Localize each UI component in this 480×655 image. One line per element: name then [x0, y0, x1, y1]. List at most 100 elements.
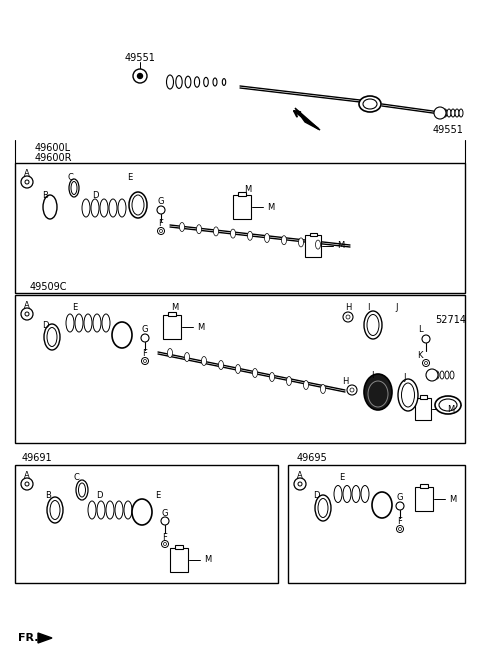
Ellipse shape: [398, 379, 418, 411]
Ellipse shape: [252, 369, 257, 377]
Bar: [420, 484, 428, 488]
Bar: [420, 395, 427, 399]
Circle shape: [298, 482, 302, 486]
Ellipse shape: [459, 109, 463, 117]
Ellipse shape: [213, 78, 217, 86]
Ellipse shape: [196, 225, 202, 234]
Text: E: E: [72, 303, 78, 312]
Ellipse shape: [118, 199, 126, 217]
Text: G: G: [397, 493, 403, 502]
Ellipse shape: [443, 109, 447, 117]
Text: M: M: [244, 185, 252, 195]
Ellipse shape: [69, 179, 79, 197]
Ellipse shape: [287, 377, 291, 386]
Ellipse shape: [167, 75, 173, 89]
Ellipse shape: [218, 360, 224, 369]
Ellipse shape: [168, 348, 172, 358]
Circle shape: [161, 540, 168, 548]
Circle shape: [164, 542, 167, 546]
Ellipse shape: [451, 109, 455, 117]
Polygon shape: [38, 633, 52, 643]
Text: H: H: [345, 303, 351, 312]
Ellipse shape: [455, 109, 459, 117]
Ellipse shape: [352, 485, 360, 502]
Bar: [415, 487, 433, 511]
Circle shape: [141, 334, 149, 342]
Bar: [15, 295, 465, 443]
Ellipse shape: [129, 192, 147, 218]
Circle shape: [347, 385, 357, 395]
Bar: [305, 235, 321, 257]
Ellipse shape: [321, 384, 325, 394]
Text: C: C: [67, 174, 73, 183]
Ellipse shape: [299, 238, 303, 247]
Text: 49600R: 49600R: [35, 153, 72, 163]
Text: K: K: [417, 352, 423, 360]
Bar: [233, 195, 251, 219]
Ellipse shape: [440, 371, 444, 379]
Circle shape: [21, 308, 33, 320]
Ellipse shape: [361, 485, 369, 502]
Ellipse shape: [97, 501, 105, 519]
Circle shape: [142, 358, 148, 364]
Text: G: G: [142, 326, 148, 335]
Ellipse shape: [194, 77, 200, 87]
Text: E: E: [339, 474, 345, 483]
Ellipse shape: [109, 199, 117, 217]
Ellipse shape: [47, 328, 57, 346]
Bar: [288, 465, 465, 583]
Ellipse shape: [222, 79, 226, 85]
Ellipse shape: [439, 399, 457, 411]
Circle shape: [157, 206, 165, 214]
Text: G: G: [158, 198, 164, 206]
Ellipse shape: [66, 314, 74, 332]
Text: E: E: [127, 174, 132, 183]
Circle shape: [346, 315, 350, 319]
Circle shape: [159, 229, 163, 233]
Ellipse shape: [76, 480, 88, 500]
Text: J: J: [404, 373, 406, 383]
Ellipse shape: [445, 371, 449, 379]
Text: F: F: [143, 350, 147, 358]
Ellipse shape: [372, 492, 392, 518]
Text: B: B: [45, 491, 51, 500]
Ellipse shape: [248, 231, 252, 240]
Ellipse shape: [102, 314, 110, 332]
Bar: [170, 548, 188, 572]
Ellipse shape: [236, 364, 240, 373]
Ellipse shape: [214, 227, 218, 236]
Ellipse shape: [44, 324, 60, 350]
Text: 52714: 52714: [435, 315, 466, 325]
Ellipse shape: [75, 314, 83, 332]
Ellipse shape: [401, 383, 415, 407]
Text: 49600L: 49600L: [35, 143, 71, 153]
Text: E: E: [156, 491, 161, 500]
Text: D: D: [42, 320, 48, 329]
Ellipse shape: [264, 233, 269, 242]
Ellipse shape: [343, 485, 351, 502]
Ellipse shape: [281, 236, 287, 245]
Ellipse shape: [315, 495, 331, 521]
Text: A: A: [24, 470, 30, 479]
Ellipse shape: [230, 229, 236, 238]
Text: G: G: [162, 508, 168, 517]
Text: M: M: [204, 555, 211, 565]
Text: F: F: [397, 517, 402, 527]
Text: I: I: [371, 371, 373, 381]
Circle shape: [422, 335, 430, 343]
Text: C: C: [73, 474, 79, 483]
Circle shape: [396, 525, 404, 533]
Bar: [163, 315, 181, 339]
Text: L: L: [418, 326, 422, 335]
Ellipse shape: [185, 76, 191, 88]
Bar: [238, 192, 246, 196]
Circle shape: [25, 180, 29, 184]
Ellipse shape: [43, 195, 57, 219]
Ellipse shape: [318, 498, 328, 517]
Ellipse shape: [82, 199, 90, 217]
Text: M: M: [197, 322, 204, 331]
Circle shape: [161, 517, 169, 525]
Ellipse shape: [184, 352, 190, 362]
Ellipse shape: [176, 75, 182, 88]
Ellipse shape: [447, 109, 451, 117]
